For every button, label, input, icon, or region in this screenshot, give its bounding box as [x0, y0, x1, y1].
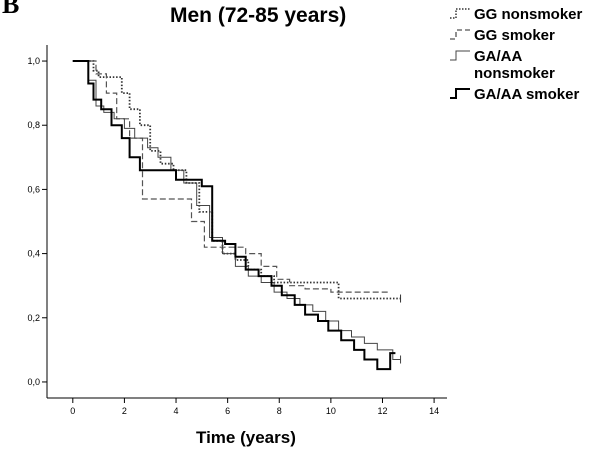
y-tick-label: 0,8	[27, 120, 40, 130]
x-tick-label: 6	[225, 406, 230, 416]
x-tick-label: 10	[326, 406, 336, 416]
chart-axes: 0,0 0,2 0,4 0,6 0,8 1,0 0 2 4 6 8 10 12 14	[27, 45, 447, 416]
y-tick-label: 0,6	[27, 184, 40, 194]
series-line-2	[73, 61, 401, 360]
series-line-3	[73, 61, 396, 369]
x-tick-label: 0	[70, 406, 75, 416]
x-tick-label: 14	[429, 406, 439, 416]
series-line-0	[73, 61, 401, 299]
y-tick-label: 1,0	[27, 56, 40, 66]
y-tick-label: 0,2	[27, 313, 40, 323]
chart-curves	[73, 61, 401, 369]
y-tick-label: 0,4	[27, 249, 40, 259]
x-tick-label: 4	[174, 406, 179, 416]
x-tick-label: 12	[377, 406, 387, 416]
x-tick-label: 2	[122, 406, 127, 416]
y-tick-label: 0,0	[27, 377, 40, 387]
x-axis-label: Time (years)	[196, 428, 296, 448]
series-line-1	[73, 61, 390, 292]
x-tick-label: 8	[277, 406, 282, 416]
